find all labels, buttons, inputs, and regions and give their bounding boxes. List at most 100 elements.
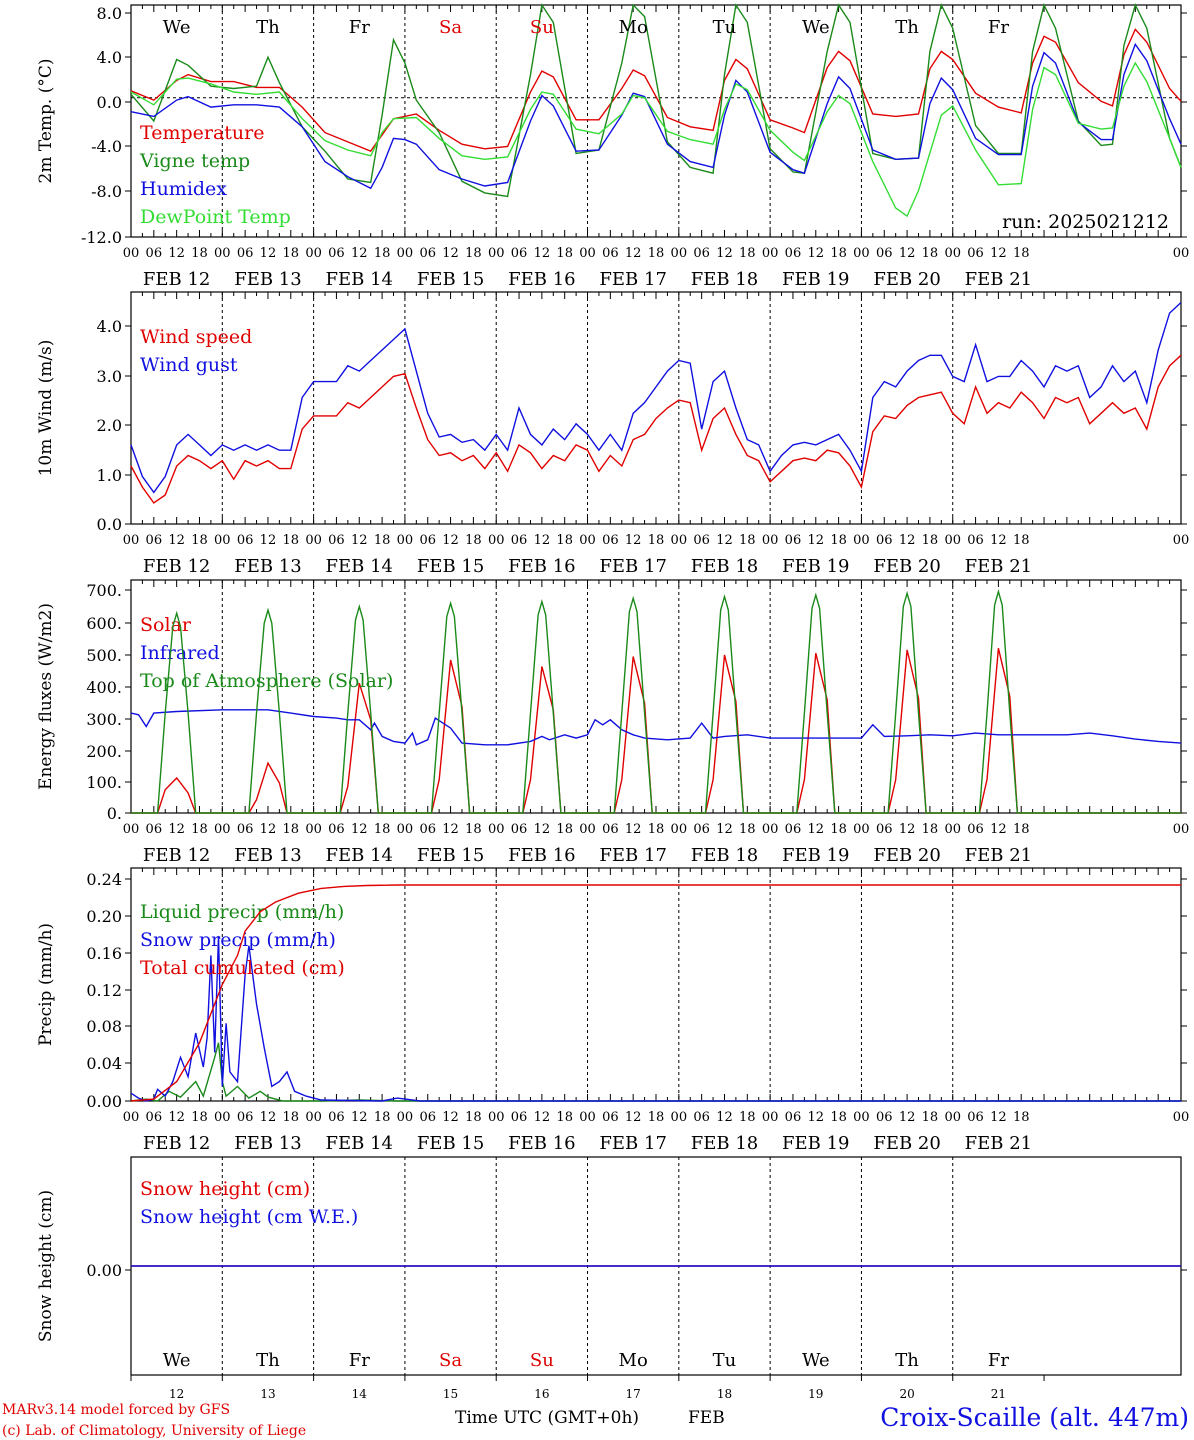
hour-label: 00 xyxy=(853,246,870,261)
footer-model-credit: MARv3.14 model forced by GFS xyxy=(2,1402,230,1418)
date-label: FEB 19 xyxy=(782,1133,849,1154)
hour-label: 00 xyxy=(944,246,961,261)
y-tick-label: -4.0 xyxy=(91,137,122,156)
date-label: FEB 13 xyxy=(234,556,301,577)
y-tick-label: 2.0 xyxy=(97,416,122,435)
day-number: 13 xyxy=(260,1387,275,1401)
day-name-top: We xyxy=(802,17,830,38)
y-tick-label: -8.0 xyxy=(91,182,122,201)
hour-label: 06 xyxy=(237,1110,254,1125)
date-label: FEB 20 xyxy=(873,556,940,577)
day-name-bottom: Fr xyxy=(349,1350,370,1371)
legend-entry: Solar xyxy=(140,614,192,636)
day-name-bottom: Tu xyxy=(713,1350,737,1371)
day-number: 20 xyxy=(899,1387,914,1401)
day-name-top: Th xyxy=(256,17,280,38)
y-tick-label: 0.00 xyxy=(86,1092,122,1111)
date-label: FEB 15 xyxy=(417,1133,484,1154)
hour-label: 12 xyxy=(716,533,733,548)
day-number: 15 xyxy=(443,1387,458,1401)
plot-frame xyxy=(130,291,1182,525)
date-label: FEB 17 xyxy=(599,556,666,577)
hour-label: 00 xyxy=(944,822,961,837)
date-label: FEB 15 xyxy=(417,269,484,290)
day-number: 18 xyxy=(717,1387,732,1401)
day-name-bottom: Su xyxy=(530,1350,554,1371)
hour-label: 00 xyxy=(488,1110,505,1125)
hour-label: 00 xyxy=(214,822,231,837)
series-line-liquid-precip-mm-h- xyxy=(130,1042,1181,1102)
hour-label: 12 xyxy=(534,822,551,837)
hour-label: 06 xyxy=(146,246,163,261)
hour-label: 06 xyxy=(328,533,345,548)
day-name-top: We xyxy=(163,17,191,38)
hour-label: 12 xyxy=(808,822,825,837)
hour-label: 06 xyxy=(693,533,710,548)
legend-entry: Snow height (cm) xyxy=(140,1178,310,1200)
run-label: run: 2025021212 xyxy=(1002,211,1169,233)
hour-label: 00 xyxy=(397,533,414,548)
footer-time-axis-label: Time UTC (GMT+0h) xyxy=(455,1408,639,1428)
hour-label: 12 xyxy=(168,1110,185,1125)
hour-label: 18 xyxy=(283,246,300,261)
hour-label: 06 xyxy=(511,246,528,261)
day-name-bottom: Mo xyxy=(619,1350,648,1371)
hour-label: 00 xyxy=(397,246,414,261)
hour-label: 00 xyxy=(488,246,505,261)
hour-label: 12 xyxy=(990,533,1007,548)
plot-frame xyxy=(130,579,1182,814)
hour-label: 00 xyxy=(123,822,140,837)
hour-label: 12 xyxy=(351,1110,368,1125)
hour-label: 18 xyxy=(830,1110,847,1125)
hour-label: 06 xyxy=(602,246,619,261)
hour-label: 06 xyxy=(693,1110,710,1125)
hour-label: 06 xyxy=(146,1110,163,1125)
hour-label: 18 xyxy=(465,533,482,548)
hour-label: 18 xyxy=(556,1110,573,1125)
hour-label: 18 xyxy=(191,1110,208,1125)
date-label: FEB 17 xyxy=(599,269,666,290)
hour-label: 00 xyxy=(671,533,688,548)
date-label: FEB 13 xyxy=(234,845,301,866)
y-tick-label: 700. xyxy=(86,581,122,600)
hour-label: 00 xyxy=(671,822,688,837)
panel-1: 8.0 4.0 0.0 -4.0 -8.0 -12.0 2m Temp. (°C) Tempe… xyxy=(36,2,1189,290)
day-name-top: Su xyxy=(530,17,554,38)
series-line-humidex xyxy=(130,42,1182,190)
y-tick-label: 1.0 xyxy=(97,466,122,485)
hour-label: 12 xyxy=(808,533,825,548)
hour-label: 00 xyxy=(853,822,870,837)
hour-label: 06 xyxy=(419,533,436,548)
hour-label: 00 xyxy=(762,822,779,837)
hour-label: 18 xyxy=(1013,533,1030,548)
hour-label: 06 xyxy=(419,246,436,261)
hour-label: 06 xyxy=(419,822,436,837)
y-axis-label: Energy fluxes (W/m2) xyxy=(36,603,56,790)
legend-entry: Snow height (cm W.E.) xyxy=(140,1206,358,1228)
date-label: FEB 21 xyxy=(965,269,1032,290)
series-line-temperature xyxy=(130,28,1182,153)
date-label: FEB 16 xyxy=(508,845,575,866)
y-axis-label: Snow height (cm) xyxy=(36,1190,56,1342)
hour-label: 00 xyxy=(671,246,688,261)
y-tick-label: 0.08 xyxy=(86,1017,122,1036)
y-axis-label: Precip (mm/h) xyxy=(36,923,56,1046)
hour-label: 12 xyxy=(168,822,185,837)
date-label: FEB 21 xyxy=(965,845,1032,866)
date-label: FEB 12 xyxy=(143,269,210,290)
hour-label: 06 xyxy=(785,533,802,548)
y-tick-label: 0.0 xyxy=(97,515,122,534)
hour-label: 12 xyxy=(990,822,1007,837)
hour-label: 00 xyxy=(579,533,596,548)
y-tick-label: 0.16 xyxy=(86,944,122,963)
day-name-bottom: Sa xyxy=(439,1350,462,1371)
hour-label: 06 xyxy=(693,246,710,261)
legend-entry: Humidex xyxy=(140,178,227,200)
series-line-top-of-atmosphere-solar- xyxy=(131,589,1181,814)
y-tick-label: 200. xyxy=(86,742,122,761)
y-tick-label: 400. xyxy=(86,678,122,697)
hour-label: 18 xyxy=(648,533,665,548)
date-label: FEB 15 xyxy=(417,556,484,577)
date-label: FEB 13 xyxy=(234,1133,301,1154)
